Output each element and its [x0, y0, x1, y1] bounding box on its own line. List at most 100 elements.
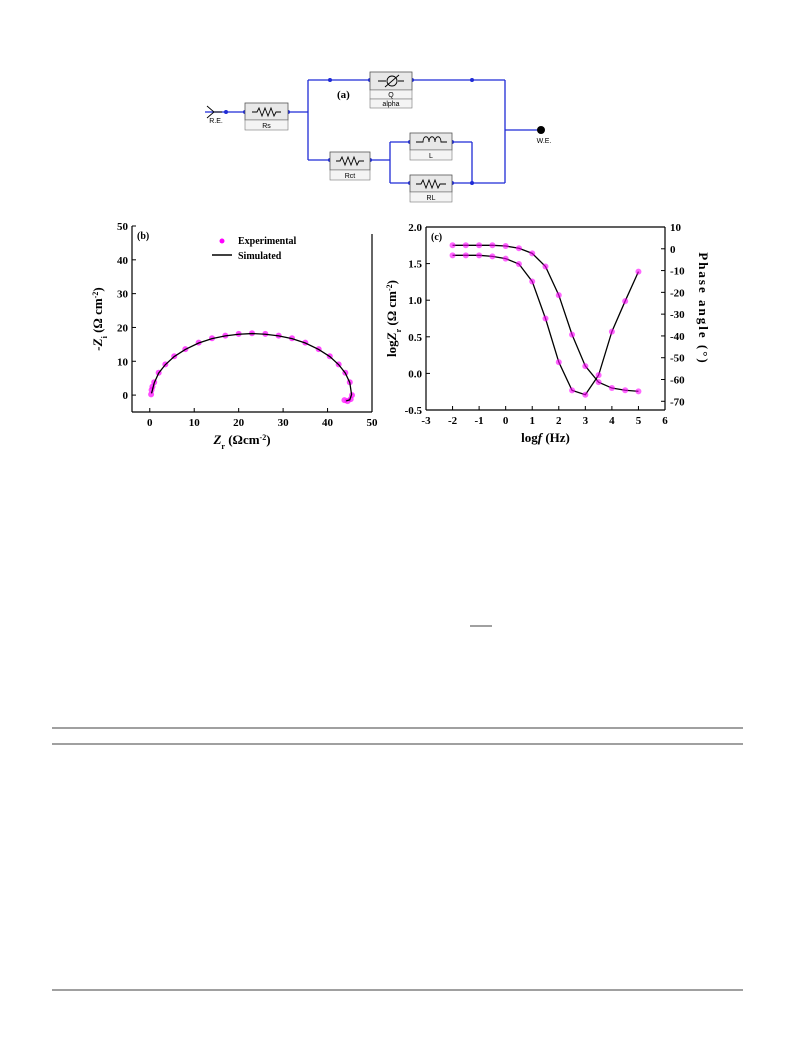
rs-label: Rs: [262, 123, 271, 130]
axis-label-part: r: [394, 328, 403, 332]
y2-tick-label: -40: [670, 331, 685, 343]
x-tick-label: 6: [662, 415, 668, 427]
resistor: [252, 106, 281, 118]
axis-label-part: log: [384, 340, 399, 357]
y-tick-label: -0.5: [405, 405, 423, 417]
cpe-circle: [386, 75, 398, 87]
axis-label-part: Z: [212, 432, 221, 447]
data-point: [622, 298, 629, 305]
we-terminal: [537, 126, 545, 134]
legend-label: Simulated: [238, 251, 282, 262]
data-point: [515, 261, 522, 268]
data-point: [529, 278, 536, 285]
y-tick-label: 0.0: [408, 368, 422, 380]
y2-tick-label: -70: [670, 396, 685, 408]
axis-label-part: ): [384, 280, 399, 284]
rs-label-box: [244, 119, 289, 131]
y-tick-label: 40: [117, 255, 129, 267]
y2-axis-label: Phase angle (°): [696, 252, 711, 364]
x-tick-label: 3: [583, 415, 589, 427]
alpha-label: alpha: [382, 101, 399, 108]
axis-label: Zr (Ωcm-2): [212, 432, 270, 451]
x-tick-label: 2: [556, 415, 562, 427]
x-tick-label: 50: [367, 417, 379, 429]
axis-label-part: ): [266, 432, 270, 447]
axis-label-part: Z: [384, 332, 399, 341]
y-tick-label: 1.5: [408, 259, 422, 271]
data-point: [555, 359, 562, 366]
data-point: [502, 243, 509, 250]
x-tick-label: 30: [278, 417, 290, 429]
y2-tick-label: 10: [670, 222, 682, 234]
data-point: [622, 387, 629, 394]
data-point: [341, 397, 348, 404]
data-point: [582, 391, 589, 398]
data-point: [148, 391, 155, 398]
data-point: [529, 250, 536, 257]
re-label: R.E.: [209, 118, 223, 125]
y2-tick-label: -50: [670, 353, 685, 365]
data-point: [476, 252, 483, 259]
axis-label-part: r: [221, 442, 225, 451]
rl-label-box: [409, 191, 453, 203]
data-point: [476, 242, 483, 249]
x-tick-label: 10: [189, 417, 201, 429]
axis-label-part: f: [538, 430, 544, 445]
alpha-label-box: [369, 98, 413, 109]
l-box: [409, 132, 453, 151]
y-tick-label: 10: [117, 356, 129, 368]
data-point: [542, 263, 549, 270]
y-tick-label: 0.5: [408, 332, 422, 344]
y-tick-label: 30: [117, 289, 129, 301]
panel-label: (c): [431, 232, 442, 243]
y2-tick-label: -10: [670, 266, 685, 278]
data-point: [635, 268, 642, 275]
data-point: [595, 379, 602, 386]
data-point: [542, 315, 549, 322]
data-point: [515, 245, 522, 252]
axis-label-part: -2: [260, 433, 267, 442]
ref-arrow: [206, 105, 222, 119]
rl-box: [409, 174, 453, 193]
panel-label: (b): [137, 231, 149, 242]
inductor: [416, 136, 447, 143]
axis-label-part: -Z: [90, 338, 105, 350]
x-tick-label: -2: [448, 415, 458, 427]
data-point: [489, 253, 496, 260]
y-tick-label: 50: [117, 221, 129, 233]
q-box: [369, 71, 413, 91]
data-point: [635, 388, 642, 395]
data-point: [502, 255, 509, 262]
axis-label-part: (Ω cm: [90, 298, 105, 336]
data-point: [489, 242, 496, 249]
data-point: [569, 331, 576, 338]
rct-label-box: [329, 169, 371, 181]
y2-tick-label: -20: [670, 287, 685, 299]
we-label: W.E.: [537, 138, 552, 145]
data-point: [449, 252, 456, 259]
y-tick-label: 1.0: [408, 295, 422, 307]
rct-label: Rct: [345, 173, 356, 180]
panel-label: (a): [337, 89, 350, 101]
data-point: [555, 292, 562, 299]
x-tick-label: -1: [475, 415, 484, 427]
data-point: [608, 328, 615, 335]
axis-label: logZr (Ω cm-2): [384, 280, 403, 357]
y-tick-label: 2.0: [408, 222, 422, 234]
y2-tick-label: 0: [670, 244, 676, 256]
data-point: [608, 385, 615, 392]
axis-label: logf (Hz): [521, 430, 570, 445]
axis-label-part: log: [521, 430, 538, 445]
axis-label-part: ): [90, 287, 105, 291]
x-tick-label: 20: [233, 417, 245, 429]
x-tick-label: 1: [529, 415, 535, 427]
y2-tick-label: -30: [670, 309, 685, 321]
data-point: [449, 242, 456, 249]
l-label-box: [409, 149, 453, 161]
circuit-diagram: Rs Q alpha (a) Rct L RL R.E. W.E.: [205, 71, 552, 203]
data-point: [462, 242, 469, 249]
x-tick-label: 0: [503, 415, 509, 427]
y-tick-label: 0: [123, 390, 129, 402]
